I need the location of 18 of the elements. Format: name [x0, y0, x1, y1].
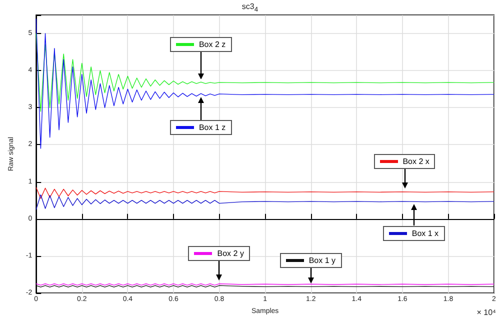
callout-box: Box 1 x	[382, 226, 445, 241]
callout-box: Box 1 z	[170, 120, 232, 136]
legend-label: Box 1 x	[412, 228, 439, 238]
line-series	[36, 194, 494, 210]
callout-box: Box 2 z	[170, 36, 232, 52]
chart-title: sc3$_{4}$	[240, 2, 260, 14]
callout-box: Box 1 y	[280, 253, 342, 268]
legend-label: Box 1 y	[308, 256, 336, 266]
callout-box: Box 2 y	[188, 246, 250, 262]
line-series	[36, 187, 494, 199]
legend-label: Box 2 z	[198, 40, 226, 49]
legend-label: Box 1 z	[198, 123, 226, 132]
legend-label: Box 2 y	[217, 249, 244, 258]
callout-box: Box 2 x	[374, 154, 436, 170]
line-series	[36, 33, 494, 112]
line-series	[36, 18, 494, 149]
text: × 10⁴	[476, 308, 496, 317]
legend-label: Box 2 x	[402, 157, 430, 166]
